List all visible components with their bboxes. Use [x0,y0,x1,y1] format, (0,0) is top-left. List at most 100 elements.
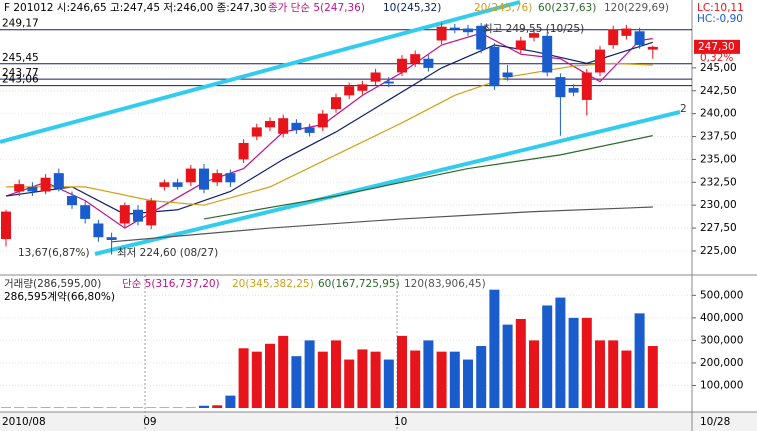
marks [1,23,658,408]
candle-body [304,127,315,133]
candle-body [542,35,553,73]
candle-body [251,127,262,137]
volume-bar [449,351,460,408]
candle-body [317,113,328,128]
volume-bar [621,350,632,408]
volume-bar [199,405,209,408]
x-tick-label: 09 [143,416,156,428]
volume-bar [529,340,539,408]
volume-contracts: 286,595계약(66,80%) [4,291,115,303]
volume-bar [383,359,394,408]
y-tick-label: 237,50 [700,131,737,143]
y-tick-label: 227,50 [700,222,737,234]
volume-bar [515,318,526,408]
volume-header: 단순 5(316,737,20) [122,278,220,290]
volume-bar [344,359,355,408]
candle-body [14,184,25,192]
volume-bar [423,340,434,408]
volume-bar [595,340,605,408]
hc: HC:-0,90 [697,13,743,25]
last-price-box [694,39,740,54]
candle-body [489,46,500,87]
volume-bar [489,289,500,408]
volume-bar [555,297,566,408]
y-tick-label: 100,000 [700,379,743,391]
candle-body [621,28,632,36]
volume-bar [608,340,619,408]
last-date: 10/28 [700,416,730,428]
volume-header: 20(345,382,25) [232,278,314,290]
candle-body [383,81,394,84]
candle-body [172,182,183,187]
x-tick-label: 2010/08 [2,416,46,428]
ma-line [5,32,653,229]
y-tick-label: 300,000 [700,334,743,346]
candle-body [199,168,209,190]
y-tick-label: 400,000 [700,312,743,324]
volume-bar [357,349,368,408]
trend-annotation: 2 [680,103,687,115]
candle-body [344,86,355,96]
level-label: 249,17 [2,18,39,30]
y-tick-label: 230,00 [700,199,737,211]
change: 0,32% [700,52,733,64]
volume-bar [278,335,289,408]
candle-body [397,58,407,73]
candle-body [53,173,64,189]
candle-body [119,205,130,224]
candle-body [133,209,143,222]
volume-bar [238,348,249,408]
volume-bar [634,313,645,408]
y-tick-label: 242,50 [700,85,737,97]
trend-line [0,0,521,144]
y-tick-label: 200,000 [700,357,743,369]
candle-body [581,72,592,100]
candle-body [93,223,104,238]
volume-bar [265,343,275,408]
candle-body [225,173,236,183]
candle-body [502,72,513,78]
volume-bar [476,346,487,408]
candle-body [423,58,434,68]
candle-body [568,88,579,93]
volume-bar [304,340,315,408]
level-label: 243,06 [2,74,39,86]
candle-body [159,182,170,187]
header-symbol: F 201012 시:246,65 고:247,45 저:246,00 종:24… [4,2,267,14]
candle-body [27,186,38,192]
header-ma: 10(245,32) [383,2,441,14]
candle-body [212,173,223,183]
volume-bar [251,351,262,408]
candle-body [291,122,302,131]
ma-line [6,62,653,206]
volume-header: 거래량(286,595,00) [4,278,101,290]
y-tick-label: 240,00 [700,108,737,120]
range-annotation: 13,67(6,87%) [18,247,90,259]
ma-line [203,135,653,220]
volume-bar [212,405,223,408]
candle-body [515,40,526,50]
candle-body [647,46,658,50]
y-tick-label: 245,00 [700,62,737,74]
level-label: 243,77 [2,67,39,79]
high-annotation: 최고 249,55 (10/25) [483,23,584,35]
candle-body [67,196,77,206]
candle-body [40,177,51,192]
candle-body [410,54,421,64]
volume-bar [568,317,579,408]
volume-header: 60(167,725,95) [318,278,400,290]
y-tick-label: 232,50 [700,176,737,188]
candle-body [146,200,157,226]
volume-bar [317,351,328,408]
header-ma: 60(237,63) [538,2,596,14]
header-ma: 종가 단순 5(247,36) [268,2,365,14]
volume-bar [331,340,341,408]
volume-bar [647,346,658,408]
lc: LC:10,11 [697,2,744,14]
candle-body [331,97,341,110]
level-label: 245,45 [2,52,39,64]
candle-body [436,26,447,41]
candle-body [238,142,249,160]
low-annotation: 최저 224,60 (08/27) [117,247,218,259]
